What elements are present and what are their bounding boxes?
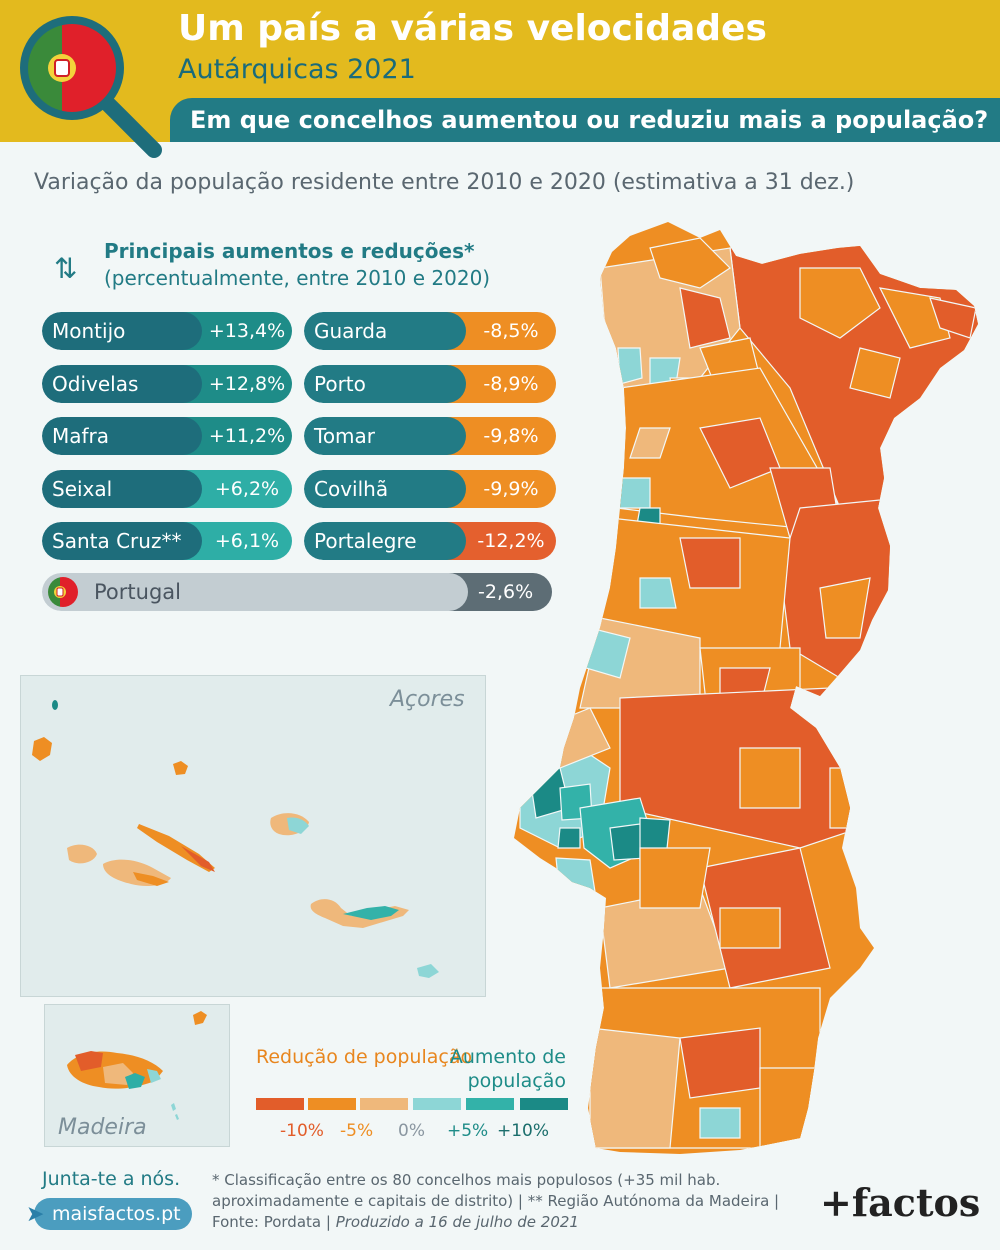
madeira-map — [67, 1011, 207, 1120]
legend-swatch-2 — [308, 1098, 356, 1110]
legend-tick-4: +5% — [447, 1121, 489, 1141]
municipality-name: Santa Cruz** — [42, 522, 202, 560]
azores-map — [32, 700, 439, 978]
legend-tick-2: -5% — [340, 1121, 374, 1141]
decrease-row: Tomar -9,8% — [304, 417, 556, 455]
national-label: Portugal — [94, 580, 181, 604]
national-name: Portugal — [42, 573, 468, 611]
legend-swatch-5 — [466, 1098, 514, 1110]
increase-row: Mafra +11,2% — [42, 417, 292, 455]
decrease-row: Covilhã -9,9% — [304, 469, 556, 508]
increase-row: Odivelas +12,8% — [42, 364, 292, 403]
change-value: +6,1% — [182, 522, 292, 560]
ranking-title: Principais aumentos e reduções* — [104, 239, 475, 263]
azores-inset — [20, 675, 486, 997]
map-subtitle: Variação da população residente entre 20… — [34, 170, 855, 195]
page-subtitle: Autárquicas 2021 — [178, 54, 416, 85]
footnotes: * Classificação entre os 80 concelhos ma… — [212, 1170, 792, 1233]
municipality-name: Porto — [304, 364, 466, 403]
change-value: -12,2% — [446, 522, 556, 560]
ranking-heading: Principais aumentos e reduções* (percent… — [104, 238, 490, 292]
national-row: Portugal -2,6% — [42, 573, 552, 611]
legend-increase-label: Aumento de população — [449, 1046, 566, 1092]
municipality-name: Odivelas — [42, 364, 202, 403]
up-down-arrows-icon: ⇅ — [54, 252, 78, 285]
decrease-row: Portalegre -12,2% — [304, 522, 556, 560]
legend-tick-3: 0% — [398, 1121, 425, 1141]
question-banner: Em que concelhos aumentou ou reduziu mai… — [170, 98, 1000, 142]
increase-row: Santa Cruz** +6,1% — [42, 522, 292, 560]
site-link[interactable]: ➤ maisfactos.pt — [26, 1198, 192, 1230]
legend-swatch-4 — [413, 1098, 461, 1110]
page-title: Um país a várias velocidades — [178, 8, 767, 49]
magnifier-flag-icon — [20, 16, 162, 158]
brand-logo: +factos — [820, 1180, 981, 1225]
municipality-name: Covilhã — [304, 469, 466, 508]
madeira-inset — [44, 1004, 230, 1147]
municipality-name: Portalegre — [304, 522, 466, 560]
paper-plane-icon: ➤ — [26, 1202, 45, 1227]
decrease-row: Porto -8,9% — [304, 364, 556, 403]
legend-tick-5: +10% — [497, 1121, 550, 1141]
municipality-name: Guarda — [304, 312, 466, 350]
azores-label: Açores — [390, 687, 465, 712]
footnote-text: * Classificação entre os 80 concelhos ma… — [212, 1171, 780, 1231]
change-value: +6,2% — [182, 469, 292, 508]
decrease-row: Guarda -8,5% — [304, 312, 556, 350]
ranking-note: (percentualmente, entre 2010 e 2020) — [104, 266, 491, 290]
join-text: Junta-te a nós. — [42, 1168, 181, 1190]
site-label: maisfactos.pt — [52, 1203, 181, 1225]
legend-reduction-label: Redução de população — [256, 1046, 473, 1068]
municipality-name: Seixal — [42, 469, 202, 508]
produced-date: Produzido a 16 de julho de 2021 — [335, 1213, 579, 1231]
legend-swatch-6 — [520, 1098, 568, 1110]
portugal-flag-icon — [48, 577, 78, 607]
increase-row: Montijo +13,4% — [42, 312, 292, 350]
increase-row: Seixal +6,2% — [42, 469, 292, 508]
legend-tick-1: -10% — [280, 1121, 324, 1141]
madeira-label: Madeira — [58, 1115, 147, 1140]
municipality-name: Mafra — [42, 417, 202, 455]
mainland-portugal-map — [514, 222, 978, 1154]
legend-swatch-3 — [360, 1098, 408, 1110]
legend-swatch-1 — [256, 1098, 304, 1110]
municipality-name: Tomar — [304, 417, 466, 455]
municipality-name: Montijo — [42, 312, 202, 350]
